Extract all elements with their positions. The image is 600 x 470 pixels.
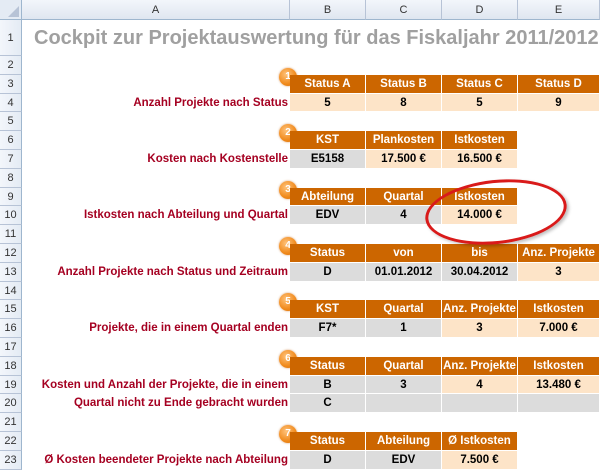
row-header[interactable]: 8 [0, 168, 22, 188]
table-header-cell[interactable]: von [366, 244, 442, 263]
result-cell[interactable]: 5 [442, 93, 518, 113]
table-header-cell[interactable]: bis [442, 244, 518, 263]
table-header-cell[interactable]: Status [290, 244, 366, 263]
result-cell[interactable]: 3 [442, 319, 518, 338]
row-header[interactable]: 12 [0, 244, 22, 263]
column-header-e[interactable]: E [518, 0, 600, 20]
table-header-cell[interactable]: Abteilung [366, 432, 442, 451]
row-header[interactable]: 19 [0, 375, 22, 395]
row-label: Ø Kosten beendeter Projekte nach Abteilu… [44, 453, 288, 466]
input-cell[interactable] [366, 394, 442, 414]
input-cell[interactable]: 30.04.2012 [442, 262, 518, 282]
sheet-title[interactable]: Cockpit zur Projektauswertung für das Fi… [34, 27, 599, 49]
row-label: Quartal nicht zu Ende gebracht wurden [73, 397, 288, 410]
result-cell[interactable]: 7.000 € [518, 319, 600, 338]
table-header-cell[interactable]: Istkosten [518, 300, 600, 320]
table-header-cell[interactable]: Abteilung [290, 187, 366, 207]
result-cell[interactable]: 14.000 € [442, 206, 518, 226]
row-label: Anzahl Projekte nach Status [133, 96, 288, 109]
table-header-cell[interactable]: Quartal [366, 356, 442, 376]
input-cell[interactable]: EDV [290, 206, 366, 226]
result-cell[interactable]: 8 [366, 93, 442, 113]
input-cell[interactable]: 01.01.2012 [366, 262, 442, 282]
input-cell[interactable]: B [290, 375, 366, 395]
row-header[interactable]: 23 [0, 450, 22, 470]
row-label: Kosten nach Kostenstelle [147, 153, 288, 165]
table-header-cell[interactable]: Istkosten [518, 356, 600, 376]
input-cell[interactable]: 4 [366, 206, 442, 226]
input-cell[interactable]: E5158 [290, 150, 366, 169]
result-cell[interactable]: 3 [518, 262, 600, 282]
row-label: Anzahl Projekte nach Status und Zeitraum [57, 265, 288, 278]
row-header[interactable]: 6 [0, 131, 22, 150]
table-header-cell[interactable]: Istkosten [442, 187, 518, 207]
table-header-cell[interactable]: Status [290, 356, 366, 376]
row-header[interactable]: 3 [0, 74, 22, 94]
table-header-cell[interactable]: Ø Istkosten [442, 432, 518, 451]
row-header[interactable]: 15 [0, 300, 22, 320]
column-header-c[interactable]: C [366, 0, 442, 20]
result-cell[interactable]: 4 [442, 375, 518, 395]
input-cell[interactable]: 3 [366, 375, 442, 395]
result-cell[interactable]: 7.500 € [442, 450, 518, 470]
row-header[interactable]: 14 [0, 281, 22, 301]
select-all-corner[interactable] [0, 0, 22, 20]
row-header[interactable]: 5 [0, 112, 22, 132]
table-header-cell[interactable]: Istkosten [442, 131, 518, 150]
input-cell[interactable]: F7* [290, 319, 366, 338]
table-header-cell[interactable]: Anz. Projekte [442, 300, 518, 320]
result-cell[interactable]: 9 [518, 93, 600, 113]
row-header[interactable]: 20 [0, 394, 22, 414]
table-header-cell[interactable]: Quartal [366, 187, 442, 207]
input-cell[interactable]: D [290, 450, 366, 470]
column-header-b[interactable]: B [290, 0, 366, 20]
table-header-cell[interactable]: Status D [518, 74, 600, 94]
result-cell[interactable]: 5 [290, 93, 366, 113]
row-header[interactable]: 10 [0, 206, 22, 226]
table-header-cell[interactable]: Plankosten [366, 131, 442, 150]
row-header[interactable]: 2 [0, 56, 22, 75]
result-cell[interactable]: 17.500 € [366, 150, 442, 169]
input-cell[interactable]: D [290, 262, 366, 282]
input-cell[interactable]: C [290, 394, 366, 414]
row-header[interactable]: 16 [0, 319, 22, 338]
row-header[interactable]: 21 [0, 413, 22, 432]
table-header-cell[interactable]: KST [290, 300, 366, 320]
result-cell[interactable]: 16.500 € [442, 150, 518, 169]
table-header-cell[interactable]: KST [290, 131, 366, 150]
row-header[interactable]: 18 [0, 356, 22, 376]
row-header[interactable]: 9 [0, 187, 22, 207]
input-cell[interactable]: 1 [366, 319, 442, 338]
row-label: Projekte, die in einem Quartal enden [89, 322, 288, 335]
column-header-d[interactable]: D [442, 0, 518, 20]
table-header-cell[interactable]: Quartal [366, 300, 442, 320]
table-header-cell[interactable]: Status A [290, 74, 366, 94]
input-cell[interactable] [442, 394, 518, 414]
table-header-cell[interactable]: Status [290, 432, 366, 451]
row-header[interactable]: 13 [0, 262, 22, 282]
input-cell[interactable] [518, 394, 600, 414]
row-header[interactable]: 11 [0, 225, 22, 244]
row-label: Kosten und Anzahl der Projekte, die in e… [41, 378, 288, 391]
row-header[interactable]: 22 [0, 432, 22, 451]
row-header[interactable]: 4 [0, 93, 22, 113]
row-header[interactable]: 17 [0, 338, 22, 357]
row-header[interactable]: 1 [0, 20, 22, 56]
row-label: Istkosten nach Abteilung und Quartal [83, 209, 288, 222]
table-header-cell[interactable]: Status C [442, 74, 518, 94]
input-cell[interactable]: EDV [366, 450, 442, 470]
column-header-a[interactable]: A [22, 0, 290, 20]
row-header[interactable]: 7 [0, 150, 22, 169]
table-header-cell[interactable]: Anz. Projekte [442, 356, 518, 376]
table-header-cell[interactable]: Anz. Projekte [518, 244, 600, 263]
result-cell[interactable]: 13.480 € [518, 375, 600, 395]
table-header-cell[interactable]: Status B [366, 74, 442, 94]
